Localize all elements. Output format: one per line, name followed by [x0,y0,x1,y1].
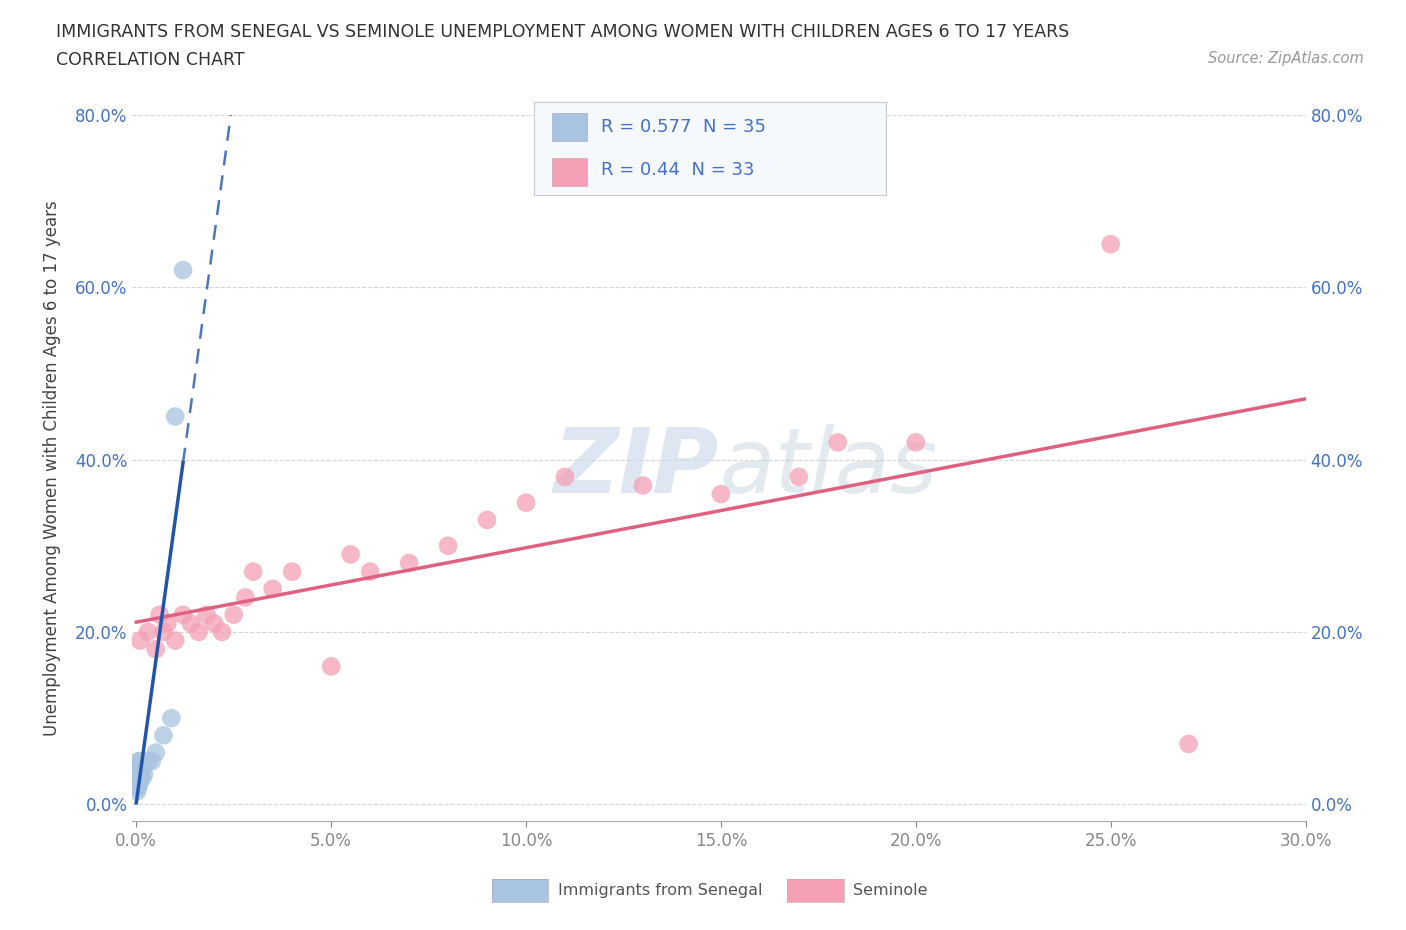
Point [141,753,163,768]
Point [165,633,187,648]
Point [710,486,733,501]
Text: IMMIGRANTS FROM SENEGAL VS SEMINOLE UNEMPLOYMENT AMONG WOMEN WITH CHILDREN AGES : IMMIGRANTS FROM SENEGAL VS SEMINOLE UNEM… [56,23,1070,41]
Text: Source: ZipAtlas.com: Source: ZipAtlas.com [1208,51,1364,66]
Point [165,409,187,424]
Point [172,607,194,622]
Point [125,776,148,790]
Point [787,470,810,485]
FancyBboxPatch shape [551,113,588,141]
Point [202,616,225,631]
Point [127,753,149,768]
Point [128,763,150,777]
Point [145,642,167,657]
Point [475,512,498,527]
Point [136,753,159,768]
Point [128,776,150,790]
Text: ZIP: ZIP [554,424,718,512]
Point [262,581,284,596]
Point [129,763,152,777]
Point [128,771,150,786]
Point [187,625,209,640]
Point [129,633,152,648]
Point [125,763,148,777]
Point [195,607,218,622]
Point [131,771,153,786]
Point [160,711,183,725]
Point [128,766,150,781]
Point [145,745,167,760]
Point [132,766,155,781]
Point [437,538,460,553]
Point [242,565,264,579]
Point [515,496,537,511]
Point [631,478,654,493]
Text: atlas: atlas [718,424,936,512]
Point [1099,237,1122,252]
Point [128,776,150,790]
Point [149,607,172,622]
Point [127,771,149,786]
Text: CORRELATION CHART: CORRELATION CHART [56,51,245,69]
Point [321,659,343,674]
Point [281,565,304,579]
Point [127,779,149,794]
Point [128,766,150,781]
Point [180,616,202,631]
Point [127,758,149,773]
Point [152,728,174,743]
Point [1177,737,1199,751]
Point [554,470,576,485]
Point [235,590,257,604]
Point [827,435,849,450]
Point [904,435,927,450]
Point [222,607,245,622]
Text: Immigrants from Senegal: Immigrants from Senegal [558,884,762,898]
Point [127,776,149,790]
Point [127,779,149,794]
Point [132,758,155,773]
Point [125,766,148,781]
Point [152,625,174,640]
Point [131,758,153,773]
Text: R = 0.44  N = 33: R = 0.44 N = 33 [602,161,755,179]
Point [125,779,148,794]
Point [136,625,159,640]
Point [127,763,149,777]
Text: Seminole: Seminole [853,884,928,898]
Point [127,766,149,781]
Text: R = 0.577  N = 35: R = 0.577 N = 35 [602,118,766,137]
Point [359,565,381,579]
Point [129,753,152,768]
Point [156,616,179,631]
Point [127,771,149,786]
Point [172,262,194,277]
Point [398,555,420,570]
Point [129,771,152,786]
Point [125,784,148,799]
Y-axis label: Unemployment Among Women with Children Ages 6 to 17 years: Unemployment Among Women with Children A… [44,200,60,737]
Point [128,763,150,777]
Point [339,547,361,562]
Point [211,625,233,640]
FancyBboxPatch shape [551,158,588,186]
